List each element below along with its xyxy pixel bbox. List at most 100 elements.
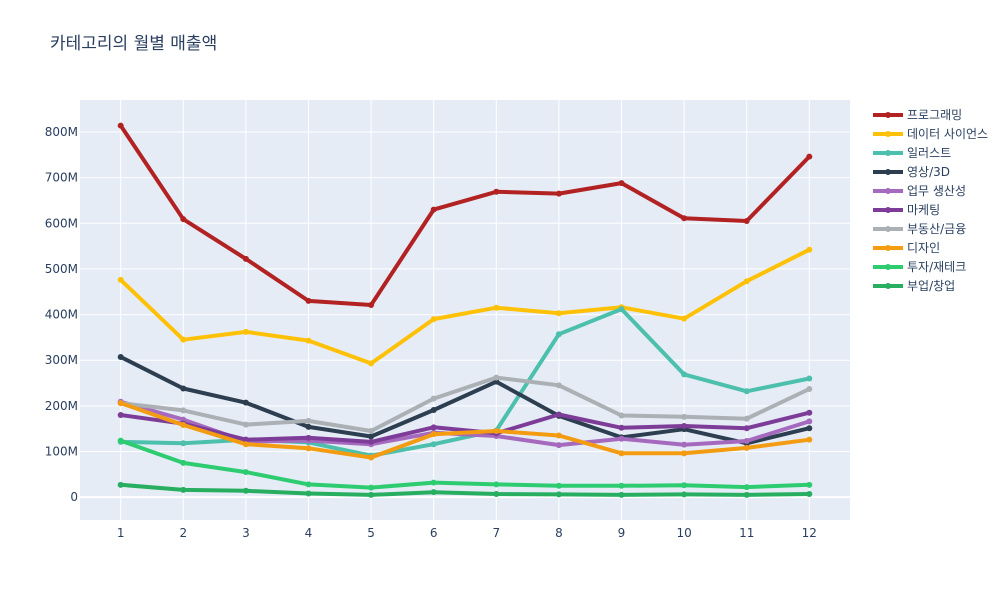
- data-point: [555, 491, 562, 498]
- y-axis-ticks: 0 100M 200M 300M 400M 500M 600M 700M 800M: [45, 125, 78, 504]
- data-point: [555, 331, 562, 338]
- legend-item[interactable]: 투자/재테크: [873, 260, 966, 274]
- x-tick-label: 12: [802, 526, 817, 540]
- data-point: [743, 438, 750, 445]
- x-tick-label: 3: [242, 526, 250, 540]
- data-point: [430, 424, 437, 431]
- legend-swatch-marker: [885, 245, 891, 251]
- data-point: [681, 371, 688, 378]
- legend-item[interactable]: 데이터 사이언스: [873, 127, 988, 141]
- data-point: [305, 445, 312, 452]
- data-point: [743, 217, 750, 224]
- legend-item[interactable]: 부동산/금융: [873, 222, 966, 236]
- data-point: [430, 479, 437, 486]
- data-point: [681, 482, 688, 489]
- data-point: [368, 360, 375, 367]
- data-point: [368, 301, 375, 308]
- legend-swatch-marker: [885, 150, 891, 156]
- data-point: [368, 491, 375, 498]
- x-tick-label: 11: [739, 526, 754, 540]
- series-line: [118, 247, 812, 366]
- data-point: [430, 431, 437, 438]
- data-point: [305, 337, 312, 344]
- data-point: [180, 336, 187, 343]
- legend-swatch-marker: [885, 226, 891, 232]
- x-tick-label: 9: [618, 526, 626, 540]
- y-tick-label: 300M: [45, 353, 78, 367]
- y-tick-label: 800M: [45, 125, 78, 139]
- legend-item[interactable]: 일러스트: [873, 146, 951, 160]
- series-line: [118, 375, 812, 433]
- series-7: [117, 400, 813, 461]
- data-point: [242, 421, 249, 428]
- legend-label: 데이터 사이언스: [907, 127, 988, 141]
- data-point: [681, 215, 688, 222]
- data-point: [681, 422, 688, 429]
- data-point: [368, 438, 375, 445]
- data-point: [743, 491, 750, 498]
- data-point: [618, 412, 625, 419]
- data-point: [806, 409, 813, 416]
- legend-label: 투자/재테크: [907, 260, 966, 274]
- legend-item[interactable]: 부업/창업: [873, 279, 955, 293]
- data-point: [493, 490, 500, 497]
- data-point: [180, 486, 187, 493]
- data-point: [555, 310, 562, 317]
- data-point: [305, 423, 312, 430]
- x-tick-label: 5: [367, 526, 375, 540]
- legend-item[interactable]: 프로그래밍: [873, 108, 962, 122]
- data-point: [117, 400, 124, 407]
- legend-swatch-marker: [885, 283, 891, 289]
- legend-swatch-marker: [885, 169, 891, 175]
- series-0: [117, 122, 813, 308]
- series-lines: [117, 122, 813, 498]
- data-point: [555, 442, 562, 449]
- y-tick-label: 600M: [45, 216, 78, 230]
- data-point: [555, 482, 562, 489]
- x-tick-label: 8: [555, 526, 563, 540]
- data-point: [117, 412, 124, 418]
- series-line: [118, 482, 812, 497]
- x-tick-label: 1: [117, 526, 125, 540]
- data-point: [368, 427, 375, 434]
- legend-item[interactable]: 디자인: [873, 241, 940, 255]
- data-point: [242, 328, 249, 335]
- legend-item[interactable]: 영상/3D: [873, 165, 950, 179]
- data-point: [555, 382, 562, 389]
- series-line: [118, 123, 812, 307]
- legend-label: 디자인: [907, 241, 940, 255]
- legend-item[interactable]: 마케팅: [873, 203, 940, 217]
- data-point: [618, 180, 625, 187]
- data-point: [305, 417, 312, 424]
- data-point: [430, 489, 437, 496]
- legend-item[interactable]: 업무 생산성: [873, 184, 966, 198]
- data-point: [180, 385, 187, 392]
- x-tick-label: 10: [676, 526, 691, 540]
- data-point: [493, 374, 500, 381]
- data-point: [180, 440, 187, 447]
- data-point: [117, 276, 124, 283]
- data-point: [681, 450, 688, 457]
- data-point: [806, 418, 813, 425]
- legend-swatch-marker: [885, 264, 891, 270]
- data-point: [305, 297, 312, 304]
- x-axis-ticks: 1 2 3 4 5 6 7 8 9 10 11 12: [117, 526, 817, 540]
- y-tick-label: 100M: [45, 445, 78, 459]
- data-point: [493, 481, 500, 488]
- data-point: [618, 482, 625, 489]
- legend-swatch-marker: [885, 188, 891, 194]
- x-tick-label: 6: [430, 526, 438, 540]
- legend-label: 영상/3D: [907, 165, 950, 179]
- legend-swatch-marker: [885, 131, 891, 137]
- data-point: [806, 481, 813, 488]
- data-point: [681, 491, 688, 498]
- legend-swatch-marker: [885, 112, 891, 118]
- plot-background: [80, 100, 850, 520]
- data-point: [743, 388, 750, 395]
- data-point: [618, 424, 625, 431]
- data-point: [555, 190, 562, 197]
- data-point: [430, 316, 437, 323]
- data-point: [430, 395, 437, 402]
